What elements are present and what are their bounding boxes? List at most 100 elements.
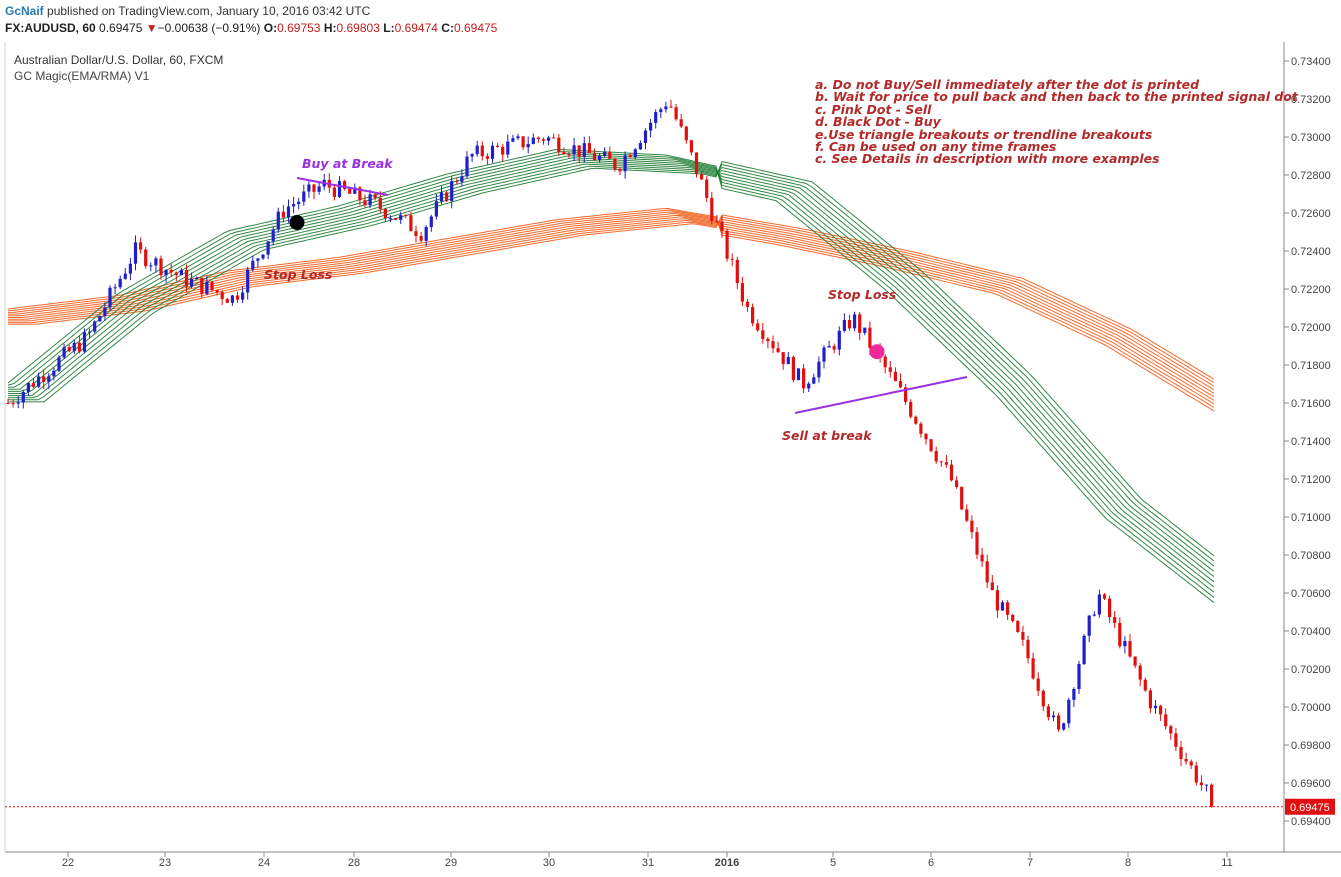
candle-body	[547, 137, 551, 141]
candle-body	[373, 194, 377, 198]
candle-body	[944, 462, 948, 465]
ma-line	[8, 164, 1215, 562]
candle-body	[577, 145, 581, 157]
candle-body	[1092, 614, 1096, 616]
candle-body	[684, 126, 688, 141]
author-link[interactable]: GcNaif	[5, 4, 44, 18]
ma-line	[7, 209, 1215, 408]
buy-at-break-label: Buy at Break	[302, 156, 393, 171]
price-tick-label: 0.70000	[1291, 702, 1331, 714]
candle-body	[72, 342, 76, 352]
open-label: O:	[263, 21, 278, 35]
close-label: C:	[441, 21, 454, 35]
candle-body	[353, 187, 357, 194]
time-tick-label: 22	[62, 857, 74, 869]
candle-body	[679, 119, 683, 127]
candle-body	[1046, 706, 1050, 718]
candle-body	[470, 154, 474, 157]
candle-body	[1133, 656, 1137, 666]
candle-body	[674, 107, 678, 120]
last-price: 0.69475	[99, 21, 143, 35]
candle-body	[776, 348, 780, 353]
candle-body	[1164, 714, 1168, 727]
chart-legend-title: Australian Dollar/U.S. Dollar, 60, FXCM	[14, 53, 224, 67]
candle-body	[582, 143, 586, 157]
indicator-legend[interactable]: GC Magic(EMA/RMA) V1	[14, 69, 150, 83]
price-change: −0.00638 (−0.91%)	[157, 21, 261, 35]
candle-body	[526, 144, 530, 148]
candle-body	[730, 258, 734, 260]
candle-body	[1153, 705, 1158, 709]
candle-body	[1062, 723, 1066, 730]
candle-body	[144, 249, 148, 267]
candle-body	[1179, 746, 1183, 759]
price-tick-label: 0.72600	[1291, 208, 1331, 220]
candle-body	[164, 269, 168, 276]
ma-line	[8, 216, 1215, 384]
price-tick-label: 0.72200	[1291, 284, 1331, 296]
candle-body	[414, 231, 418, 237]
candle-body	[480, 145, 484, 157]
candle-body	[893, 371, 897, 382]
buy-signal-dot[interactable]	[289, 215, 305, 230]
candle-body	[919, 423, 923, 434]
candle-body	[1051, 715, 1056, 718]
candle-body	[200, 277, 204, 294]
candle-body	[939, 461, 943, 463]
candle-body	[394, 218, 398, 220]
candle-body	[1036, 678, 1040, 691]
stop-loss-label: Stop Loss	[264, 267, 333, 282]
candle-body	[710, 197, 714, 221]
buy-trendline[interactable]	[296, 177, 389, 196]
price-tick-label: 0.71600	[1291, 398, 1331, 410]
candle-body	[766, 338, 770, 342]
candle-body	[506, 141, 510, 155]
candle-body	[1097, 594, 1101, 615]
candle-body	[1016, 621, 1020, 632]
symbol-name[interactable]: FX:AUDUSD, 60	[5, 21, 96, 35]
ma-line	[8, 214, 1215, 398]
candle-body	[266, 241, 270, 255]
note-line: f. Can be used on any time frames	[815, 139, 1057, 155]
candle-body	[363, 200, 367, 206]
sell-signal-dot[interactable]	[869, 344, 885, 360]
high-value: 0.69803	[336, 21, 380, 35]
candlesticks	[6, 99, 1214, 808]
candle-body	[378, 197, 382, 209]
price-tick-label: 0.73000	[1291, 132, 1331, 144]
candle-body	[598, 155, 602, 161]
candle-body	[654, 112, 658, 123]
candle-body	[118, 278, 122, 288]
candle-body	[735, 259, 739, 284]
candle-body	[332, 187, 336, 197]
candle-body	[975, 532, 979, 555]
candle-body	[694, 152, 699, 175]
candle-body	[888, 367, 892, 372]
candle-body	[1077, 663, 1081, 690]
symbol-quote: FX:AUDUSD, 60 0.69475 ▼−0.00638 (−0.91%)…	[5, 21, 497, 35]
candle-body	[501, 146, 505, 155]
candle-body	[1082, 635, 1086, 664]
candle-body	[1138, 665, 1142, 680]
ma-line	[8, 159, 1215, 577]
time-tick-label: 30	[543, 857, 555, 869]
time-tick-label: 11	[1221, 857, 1232, 869]
ma-line	[8, 218, 1215, 391]
candle-body	[235, 295, 240, 300]
candle-body	[225, 299, 229, 303]
last-price-marker: 0.69475	[5, 798, 1335, 815]
candle-body	[475, 145, 479, 155]
candle-body	[1118, 622, 1122, 647]
candle-body	[62, 347, 66, 358]
candle-body	[292, 204, 296, 207]
candle-body	[914, 416, 918, 424]
candle-body	[337, 181, 342, 197]
candle-body	[868, 327, 872, 348]
candle-body	[195, 277, 199, 280]
candle-body	[317, 186, 321, 192]
candle-body	[541, 139, 546, 141]
candle-body	[1128, 641, 1132, 657]
candle-body	[439, 192, 444, 202]
sell-trendline[interactable]	[794, 376, 968, 414]
